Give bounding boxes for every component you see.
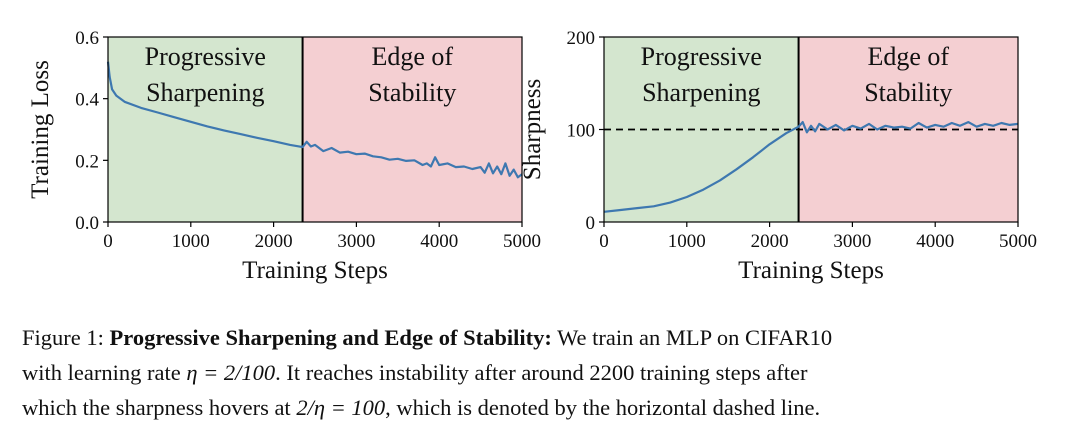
progressive-region-label-1: Progressive	[641, 42, 762, 71]
x-tick-label: 5000	[999, 231, 1037, 252]
caption-bold-title: Progressive Sharpening and Edge of Stabi…	[109, 325, 552, 350]
caption-line1-rest: We train an MLP on CIFAR10	[557, 325, 833, 350]
eos-region-label-2: Stability	[368, 78, 456, 107]
x-tick-label: 3000	[833, 231, 871, 252]
y-tick-label: 0.2	[75, 151, 99, 172]
y-tick-label: 0	[586, 213, 596, 234]
progressive-region-label-1: Progressive	[145, 42, 266, 71]
caption-line2-b: . It reaches instability after around 22…	[275, 360, 808, 385]
caption-threshold: 2/η = 100	[296, 395, 386, 420]
plot-frame	[107, 36, 523, 223]
progressive-region-label-2: Sharpening	[146, 78, 264, 107]
x-tick-label: 4000	[916, 231, 954, 252]
y-tick-label: 0.6	[75, 28, 99, 49]
y-tick-label: 0.4	[75, 90, 99, 111]
x-tick-label: 2000	[255, 231, 293, 252]
y-axis-title: Training Loss	[27, 60, 54, 199]
sharpness-chart: Progressive Sharpening Edge of Stability 0 10…	[519, 28, 1037, 284]
x-axis-title: Training Steps	[242, 257, 388, 284]
progressive-region-label-2: Sharpening	[642, 78, 760, 107]
x-tick-label: 5000	[503, 231, 541, 252]
x-tick-label: 0	[103, 231, 113, 252]
caption-line3-a: which the sharpness hovers at	[22, 395, 291, 420]
y-tick-label: 0.0	[75, 213, 99, 234]
caption-line2-a: with learning rate	[22, 360, 181, 385]
caption-figure-label: Figure 1:	[22, 325, 104, 350]
eos-region-label-2: Stability	[864, 78, 952, 107]
caption-line3-b: , which is denoted by the horizontal das…	[385, 395, 821, 420]
x-axis-title: Training Steps	[738, 257, 884, 284]
x-tick-label: 4000	[420, 231, 458, 252]
edge-of-stability-region	[302, 37, 522, 222]
x-tick-label: 3000	[337, 231, 375, 252]
x-tick-label: 2000	[751, 231, 789, 252]
x-tick-label: 1000	[172, 231, 210, 252]
eos-region-label-1: Edge of	[371, 42, 453, 71]
x-tick-label: 1000	[668, 231, 706, 252]
figure-caption: Figure 1: Progressive Sharpening and Edg…	[22, 320, 1067, 425]
training-loss-chart: Progressive Sharpening Edge of Stability 0 10…	[27, 28, 541, 284]
progressive-sharpening-region	[108, 37, 303, 222]
caption-learning-rate: η = 2/100	[186, 360, 276, 385]
loss-series-line	[106, 61, 523, 179]
sharpness-series-line	[603, 120, 1019, 213]
y-axis-title: Sharpness	[519, 79, 546, 180]
y-tick-label: 100	[567, 121, 596, 142]
eos-region-label-1: Edge of	[867, 42, 949, 71]
y-tick-label: 200	[567, 28, 596, 49]
x-tick-label: 0	[599, 231, 609, 252]
figure: Progressive Sharpening Edge of Stability 0 10…	[27, 28, 1037, 284]
